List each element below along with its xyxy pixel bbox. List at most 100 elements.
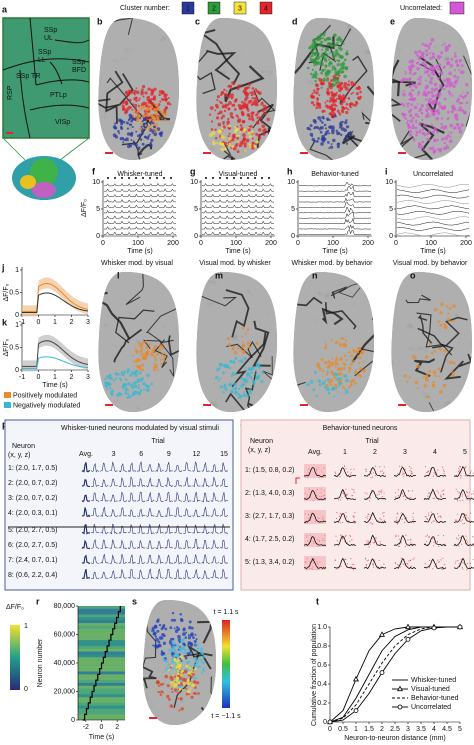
neuron-dot — [324, 385, 328, 389]
region-border — [29, 104, 90, 111]
neuron-dot — [145, 101, 148, 104]
sample-dot — [432, 568, 434, 570]
neuron-dot — [336, 37, 340, 42]
neuron-dot — [156, 368, 159, 371]
neuron-dot — [335, 81, 338, 85]
neuron-dot — [456, 114, 459, 117]
neuron-dot — [425, 98, 428, 101]
neuron-dot — [409, 67, 413, 71]
heatmap-row — [78, 660, 125, 663]
neuron-dot — [405, 78, 409, 82]
trace — [202, 231, 275, 235]
neuron-dot — [323, 77, 326, 80]
sample-dot — [381, 566, 383, 568]
neuron-dot — [424, 86, 428, 90]
label: 4: (1.7, 2.5, 0.2) — [245, 536, 294, 543]
neuron-dot — [181, 669, 184, 673]
neuron-dot — [323, 109, 326, 113]
trial-trace — [164, 524, 173, 534]
vessel — [391, 59, 401, 97]
trace — [103, 182, 177, 187]
neuron-dot — [170, 651, 175, 656]
sample-dot — [462, 523, 464, 525]
neuron-dot — [126, 368, 131, 372]
stim-marker — [205, 177, 207, 179]
neuron-dot — [134, 93, 137, 96]
neuron-dot — [154, 358, 158, 362]
brain-3d-part — [20, 175, 36, 189]
trial-trace — [81, 479, 91, 488]
sample-dot — [351, 494, 353, 497]
neuron-dot — [415, 119, 418, 122]
marker — [327, 719, 333, 725]
vessel — [167, 335, 179, 357]
trial-trace — [424, 513, 447, 523]
sample-dot — [466, 475, 469, 477]
label: 0 — [100, 724, 104, 731]
neuron-dot — [197, 664, 201, 669]
label: t = −1.1 s — [211, 713, 241, 720]
trial-trace — [137, 569, 146, 580]
neuron-dot — [134, 373, 138, 377]
neuron-dot — [255, 140, 260, 144]
neuron-dot — [142, 381, 146, 386]
neuron-dot — [328, 58, 330, 61]
sample-dot — [367, 559, 370, 561]
neuron-dot — [158, 636, 163, 640]
neuron-dot — [326, 42, 331, 46]
trial-trace — [183, 508, 192, 518]
neuron-dot — [224, 104, 228, 109]
heatmap-row — [78, 625, 125, 629]
neuron-dot — [170, 618, 174, 622]
neuron-dot — [124, 383, 128, 387]
neuron-dot — [341, 99, 346, 104]
neuron-dot — [164, 659, 168, 663]
label: 15 — [220, 451, 228, 458]
neuron-dot — [188, 620, 192, 624]
neuron-dot — [116, 393, 120, 397]
neuron-dot — [416, 66, 420, 71]
neuron-dot — [189, 641, 193, 645]
label: 0.4 — [317, 681, 327, 688]
neuron-dot — [444, 136, 448, 141]
neuron-dot — [147, 135, 150, 138]
neuron-dot — [137, 134, 141, 138]
neuron-dot — [347, 132, 351, 135]
trial-trace — [164, 491, 174, 502]
neuron-dot — [135, 90, 140, 95]
neuron-dot — [190, 673, 193, 676]
neuron-dot — [241, 138, 246, 143]
neuron-dot — [255, 103, 259, 107]
sample-dot — [379, 517, 381, 519]
neuron-dot — [326, 37, 330, 41]
sample-dot — [428, 514, 430, 516]
neuron-dot — [318, 94, 321, 97]
neuron-dot — [419, 143, 422, 146]
neuron-dot — [255, 372, 258, 375]
region-border — [29, 17, 37, 86]
heatmap-row — [78, 654, 125, 658]
neuron-dot — [134, 347, 137, 350]
neuron-dot — [228, 124, 231, 128]
neuron-dot — [357, 86, 361, 90]
sample-dot — [458, 467, 460, 470]
sample-dot — [438, 545, 440, 547]
label: Neuron number — [37, 638, 44, 687]
marker — [405, 636, 411, 642]
label: 3: (2.7, 1.7, 0.3) — [245, 513, 294, 520]
sample-dot — [471, 535, 474, 538]
neuron-dot — [137, 99, 140, 102]
neuron-dot — [349, 380, 353, 384]
neuron-dot — [179, 612, 183, 616]
sample-dot — [432, 545, 435, 547]
sample-dot — [469, 562, 472, 565]
panel-letter: j — [1, 262, 5, 272]
image-content — [196, 18, 277, 160]
neuron-dot — [158, 93, 161, 97]
neuron-dot — [412, 97, 417, 101]
stim-marker — [114, 177, 116, 179]
stim-marker — [261, 177, 263, 179]
trial-trace — [303, 557, 327, 570]
sample-dot — [396, 523, 399, 525]
neuron-dot — [318, 383, 322, 387]
